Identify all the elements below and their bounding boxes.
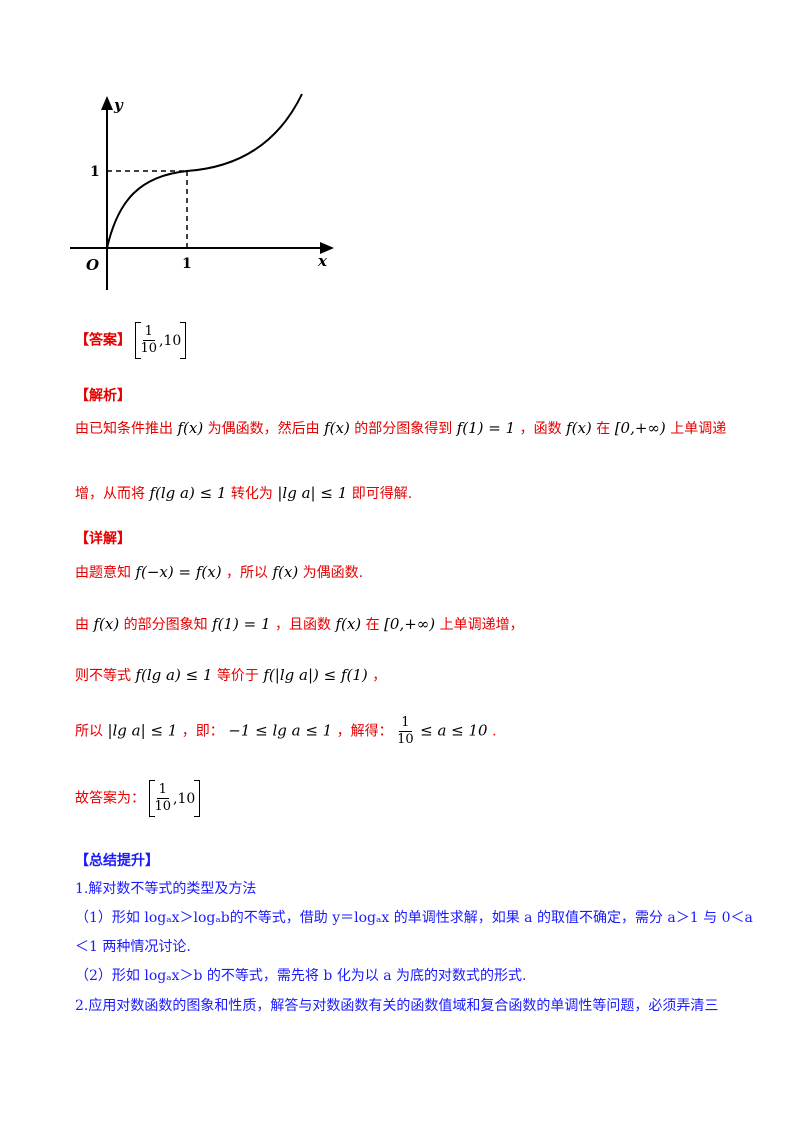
analysis-line-1: 由已知条件推出 f(x) 为偶函数，然后由 f(x) 的部分图象得到 f(1) … (75, 419, 727, 437)
y-tick-label: 1 (90, 164, 100, 180)
analysis-heading: 【解析】 (75, 388, 131, 404)
detail-line-4: 所以 |lg a| ≤ 1 ，即： −1 ≤ lg a ≤ 1 ，解得： 1 1… (75, 715, 497, 747)
y-axis-label: y (113, 96, 124, 114)
summary-line-5: 2.应用对数函数的图象和性质，解答与对数函数有关的函数值域和复合函数的单调性等问… (75, 998, 719, 1014)
answer-interval: 1 10 ,10 (135, 322, 187, 359)
answer-label: 【答案】 (75, 332, 131, 349)
detail-line-3: 则不等式 f(lg a) ≤ 1 等价于 f(|lg a|) ≤ f(1) ， (75, 666, 387, 684)
detail-line-5: 故答案为： 1 10 ,10 (75, 780, 201, 817)
detail-line-2: 由 f(x) 的部分图象知 f(1) = 1 ，且函数 f(x) 在 [0,+∞… (75, 615, 524, 633)
answer-line: 【答案】 1 10 ,10 (75, 322, 187, 359)
summary-line-2: （1）形如 logₐx＞logₐb的不等式，借助 y＝logₐx 的单调性求解，… (75, 910, 753, 926)
x-tick-label: 1 (182, 256, 192, 272)
x-axis-label: x (317, 252, 328, 270)
summary-line-4: （2）形如 logₐx＞b 的不等式，需先将 b 化为以 a 为底的对数式的形式… (75, 968, 527, 984)
answer-fraction: 1 10 (140, 324, 157, 356)
analysis-line-2: 增，从而将 f(lg a) ≤ 1 转化为 |lg a| ≤ 1 即可得解. (75, 484, 413, 502)
detail-answer-interval: 1 10 ,10 (149, 780, 201, 817)
function-graph: y x O 1 1 (70, 93, 334, 290)
origin-label: O (86, 256, 99, 274)
summary-line-1: 1.解对数不等式的类型及方法 (75, 881, 257, 897)
detail-line-1: 由题意知 f(−x) = f(x) ，所以 f(x) 为偶函数. (75, 563, 364, 581)
summary-heading: 【总结提升】 (75, 853, 159, 869)
detail-heading: 【详解】 (75, 531, 131, 547)
summary-line-3: ＜1 两种情况讨论. (75, 939, 191, 955)
detail-fraction: 1 10 (397, 715, 414, 747)
curve (106, 93, 303, 249)
